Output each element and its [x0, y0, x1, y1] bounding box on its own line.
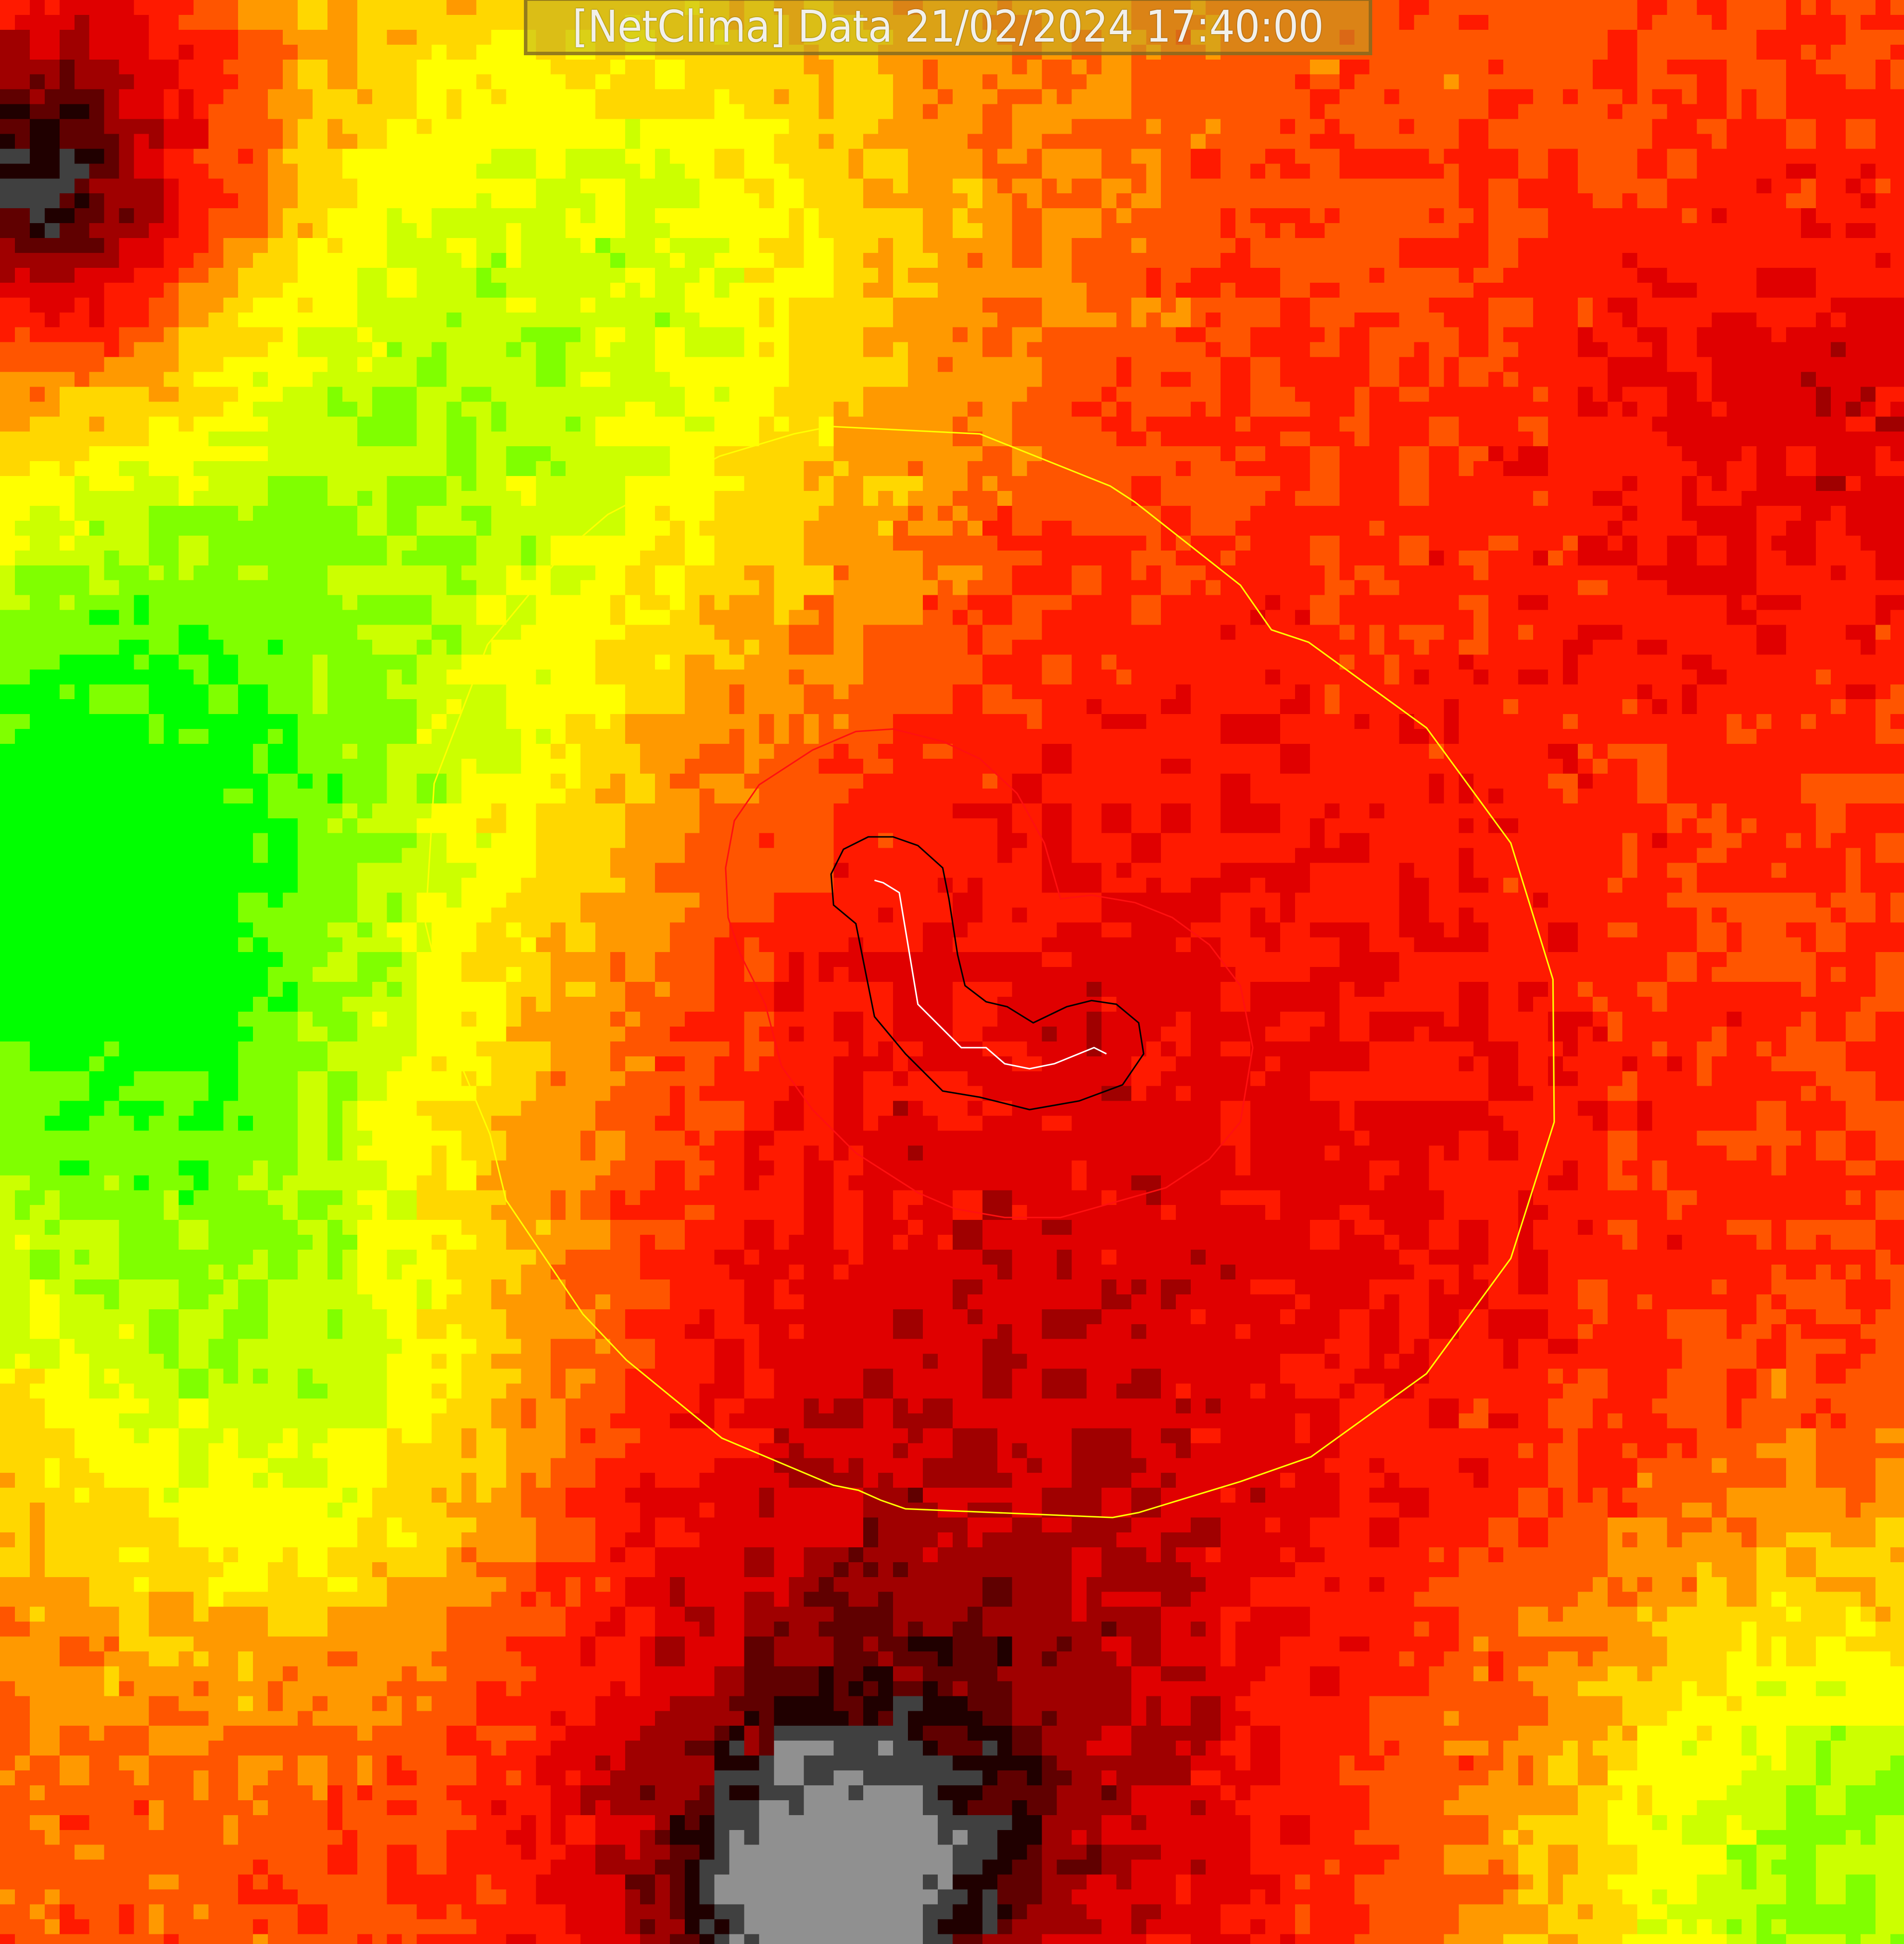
- outer-contour-yellow: [424, 426, 1555, 1518]
- timestamp-title: [NetClima] Data 21/02/2024 17:40:00: [572, 0, 1324, 52]
- inner-contour-black: [830, 836, 1145, 1111]
- middle-contour-red: [725, 728, 1254, 1219]
- storm-track-white: [874, 879, 1107, 1070]
- title-banner: [NetClima] Data 21/02/2024 17:40:00: [524, 0, 1372, 55]
